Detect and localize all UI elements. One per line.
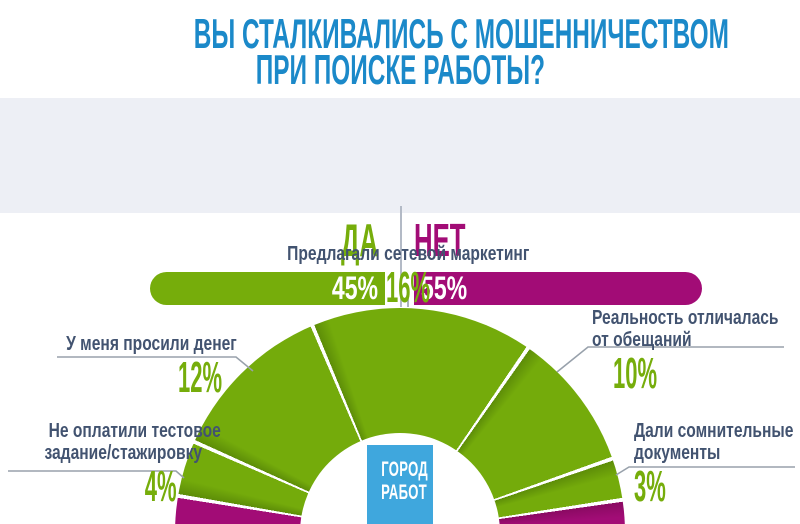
title-line-1: ВЫ СТАЛКИВАЛИСЬ С МОШЕННИЧЕСТВОМ: [193, 10, 729, 57]
callout-value: 4%: [145, 462, 177, 511]
callout-asked-money: У меня просили денег 12%: [18, 333, 237, 402]
no-label: НЕТ: [414, 214, 466, 266]
yes-bar-value: 45%: [331, 270, 378, 306]
callout-value: 3%: [634, 462, 666, 511]
no-bar: 55%: [414, 270, 702, 306]
logo-line-2: РАБОТ: [381, 481, 428, 504]
callout-value: 10%: [613, 349, 658, 398]
callout-label: Дали сомнительные документы: [634, 420, 794, 464]
logo-line-1: ГОРОД: [381, 458, 428, 481]
callout-unpaid-test: Не оплатили тестовое задание/стажировку …: [0, 420, 221, 511]
callout-label: Реальность отличалась от обещаний: [592, 307, 779, 351]
callout-reality-differed: Реальность отличалась от обещаний 10%: [592, 307, 797, 398]
callout-value: 12%: [177, 353, 222, 402]
callout-value: 16%: [385, 263, 431, 312]
callout-label: Не оплатили тестовое задание/стажировку: [44, 420, 221, 464]
gorodrabot-logo: ГОРОД РАБОТ: [367, 445, 433, 524]
title-line-2: ПРИ ПОИСКЕ РАБОТЫ?: [255, 46, 545, 93]
yes-no-band: ДА НЕТ 45% 55%: [0, 98, 800, 307]
callout-label: Предлагали сетевой маркетинг: [286, 243, 530, 265]
page-title: ВЫ СТАЛКИВАЛИСЬ С МОШЕННИЧЕСТВОМ ПРИ ПОИ…: [0, 10, 800, 93]
callout-label: У меня просили денег: [66, 333, 237, 355]
yes-label: ДА: [341, 214, 378, 266]
callout-dubious-documents: Дали сомнительные документы 3%: [634, 420, 800, 511]
no-bar-value: 55%: [421, 270, 468, 306]
callout-network-marketing: Предлагали сетевой маркетинг 16%: [250, 243, 566, 312]
yes-bar: 45%: [150, 270, 385, 306]
band-divider: [400, 206, 402, 307]
